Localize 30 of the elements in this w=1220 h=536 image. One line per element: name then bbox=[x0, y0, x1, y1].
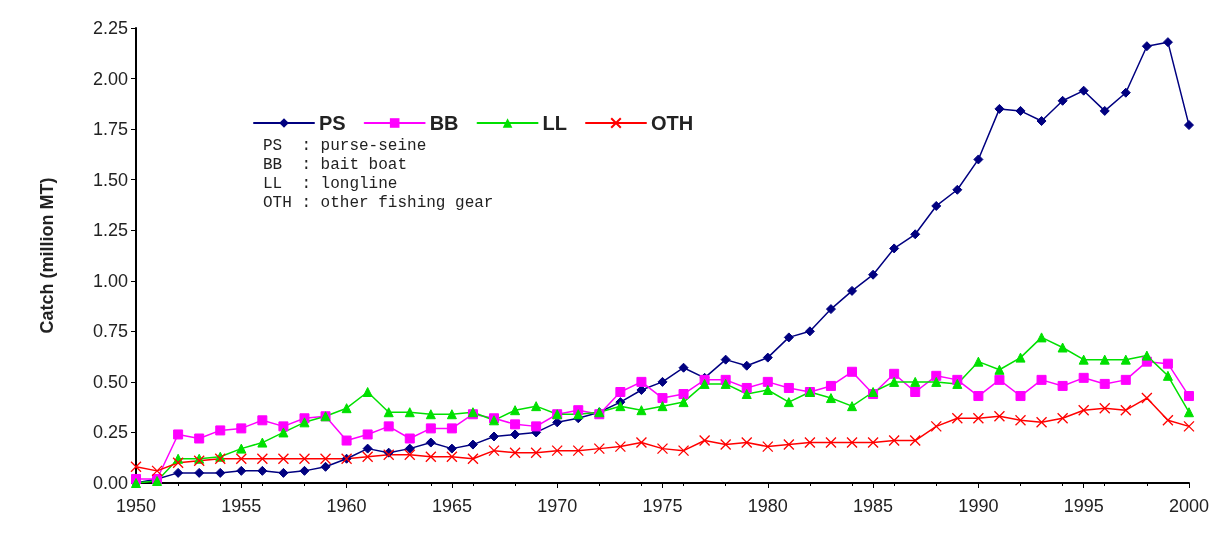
annotation: OTH : other fishing gear bbox=[263, 194, 494, 212]
x-tick-label: 1990 bbox=[958, 496, 999, 516]
y-tick-label: 1.50 bbox=[92, 169, 128, 190]
x-tick-label: 1960 bbox=[326, 496, 367, 516]
x-tick-label: 1975 bbox=[642, 496, 683, 516]
y-tick-label: 0.25 bbox=[92, 422, 128, 443]
y-tick-label: 0.75 bbox=[92, 321, 128, 342]
annotation: PS : purse-seine bbox=[263, 137, 427, 155]
y-tick-label: 1.00 bbox=[92, 270, 128, 291]
x-tick-label: 1985 bbox=[853, 496, 894, 516]
y-tick-label: 0.00 bbox=[92, 473, 128, 493]
legend-label: BB bbox=[429, 112, 459, 134]
y-axis-title: Catch (million MT) bbox=[37, 177, 57, 334]
legend-label: OTH bbox=[651, 112, 694, 134]
legend-label: LL bbox=[542, 112, 567, 134]
x-tick-label: 1980 bbox=[747, 496, 788, 516]
y-tick-label: 2.00 bbox=[92, 68, 128, 89]
x-tick-label: 1995 bbox=[1063, 496, 1104, 516]
x-tick-label: 2000 bbox=[1168, 496, 1209, 516]
annotation: BB : bait boat bbox=[263, 156, 408, 174]
x-tick-label: 1955 bbox=[221, 496, 262, 516]
x-tick-label: 1970 bbox=[537, 496, 578, 516]
x-tick-label: 1950 bbox=[115, 496, 157, 516]
x-tick-label: 1965 bbox=[431, 496, 472, 516]
legend-label: PS bbox=[319, 112, 346, 134]
y-tick-label: 0.50 bbox=[92, 371, 128, 392]
y-tick-label: 1.75 bbox=[92, 119, 128, 140]
y-tick-label: 2.25 bbox=[92, 18, 128, 38]
y-tick-label: 1.25 bbox=[92, 220, 128, 241]
annotation: LL : longline bbox=[263, 175, 398, 193]
